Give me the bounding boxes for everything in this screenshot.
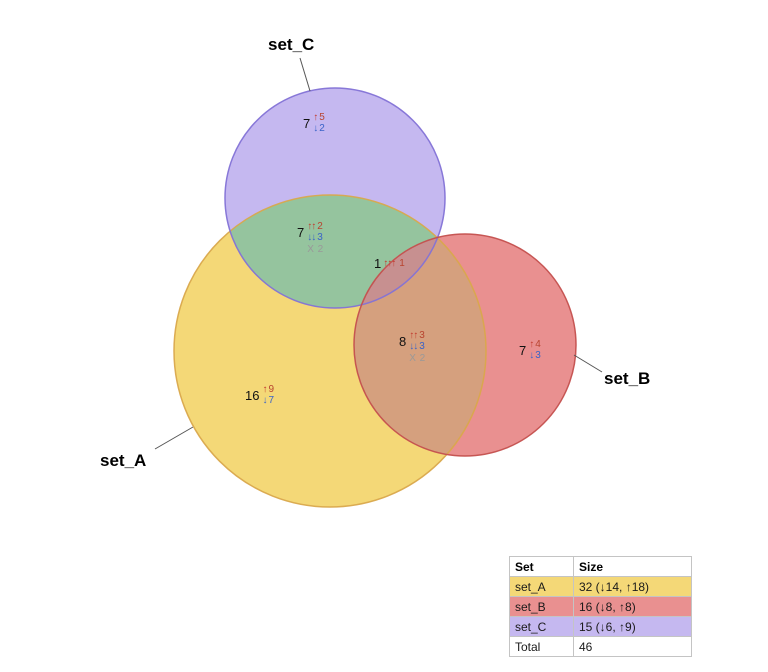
table-row-set-a: set_A 32 (↓14, ↑18) [509, 576, 692, 597]
region-count: 16 [245, 388, 260, 403]
table-cell-set: set_A [509, 576, 574, 597]
up-arrow-icon: ↑ [262, 384, 267, 395]
set-a-leader-line [154, 426, 194, 450]
region-count: 1 [374, 256, 382, 271]
table-row-total: Total 46 [509, 636, 692, 657]
up-regulated-row: ↑ 4 [529, 339, 541, 350]
down-arrow-icon: ↓ [529, 350, 534, 361]
a-c-overlap-region [225, 195, 445, 308]
region-updown-stack: ↑ 9 ↓ 7 [262, 384, 274, 406]
region-a-c: 7 ↑↑ 2 ↓↓ 3 X 2 [297, 221, 324, 255]
region-count: 7 [519, 343, 527, 358]
region-count: 7 [297, 225, 305, 240]
up-regulated-row: ↑ 9 [262, 384, 275, 395]
set-a-label: set_A [100, 451, 147, 470]
table-cell-set: set_C [509, 616, 574, 637]
down-regulated-row: ↓↓ 3 [307, 232, 323, 243]
down-regulated-row: ↓ 2 [313, 123, 325, 134]
up-arrow-icon: ↑↑ [409, 330, 418, 341]
set-size-table: Set Size set_A 32 (↓14, ↑18) set_B 16 (↓… [509, 556, 692, 657]
table-cell-size: 46 [573, 636, 692, 657]
up-arrow-icon: ↑↑↑ [383, 258, 396, 269]
up-arrow-icon: ↑ [313, 112, 318, 123]
region-updown-stack: ↑↑ 3 ↓↓ 3 X 2 [409, 330, 426, 364]
set-b-label: set_B [604, 369, 651, 388]
down-regulated-row: ↓ 3 [529, 350, 541, 361]
region-c-only: 7 ↑ 5 ↓ 2 [303, 112, 325, 134]
set-a-outline [173, 194, 487, 508]
table-cell-set: Total [509, 636, 574, 657]
set-b-leader-line [573, 354, 603, 373]
table-header-set: Set [509, 556, 574, 577]
set-c-leader-line [299, 57, 311, 92]
region-a-only: 16 ↑ 9 ↓ 7 [245, 384, 274, 406]
up-arrow-icon: ↑↑ [307, 221, 316, 232]
region-updown-stack: ↑ 5 ↓ 2 [313, 112, 325, 134]
set-c-outline [224, 87, 446, 309]
table-cell-size: 32 (↓14, ↑18) [573, 576, 692, 597]
down-arrow-icon: ↓↓ [307, 232, 316, 243]
table-header-row: Set Size [509, 556, 692, 577]
set-c-label: set_C [268, 35, 315, 54]
region-updown-stack: ↑↑ 2 ↓↓ 3 X 2 [307, 221, 324, 255]
up-regulated-row: ↑↑ 2 [307, 221, 323, 232]
down-arrow-icon: ↓↓ [409, 341, 418, 352]
down-arrow-icon: ↓ [262, 395, 267, 406]
table-cell-size: 16 (↓8, ↑8) [573, 596, 692, 617]
a-b-overlap-region [354, 234, 486, 456]
region-count: 7 [303, 116, 311, 131]
table-row-set-c: set_C 15 (↓6, ↑9) [509, 616, 692, 637]
up-regulated-row: ↑ 5 [313, 112, 325, 123]
region-updown-stack: ↑ 4 ↓ 3 [529, 339, 541, 361]
down-regulated-row: ↓↓ 3 [409, 341, 425, 352]
table-cell-set: set_B [509, 596, 574, 617]
table-row-set-b: set_B 16 (↓8, ↑8) [509, 596, 692, 617]
up-regulated-row: ↑↑ 3 [409, 330, 425, 341]
set-b-outline [353, 233, 577, 457]
region-b-only: 7 ↑ 4 ↓ 3 [519, 339, 541, 361]
region-a-b: 8 ↑↑ 3 ↓↓ 3 X 2 [399, 330, 426, 364]
up-arrow-icon: ↑ [529, 339, 534, 350]
discordant-label: X 2 [409, 353, 426, 364]
table-header-size: Size [573, 556, 692, 577]
table-cell-size: 15 (↓6, ↑9) [573, 616, 692, 637]
region-count: 8 [399, 334, 407, 349]
discordant-label: X 2 [307, 244, 324, 255]
region-a-b-c: 1 ↑↑↑ 1 [374, 256, 405, 271]
down-arrow-icon: ↓ [313, 123, 318, 134]
down-regulated-row: ↓ 7 [262, 395, 275, 406]
